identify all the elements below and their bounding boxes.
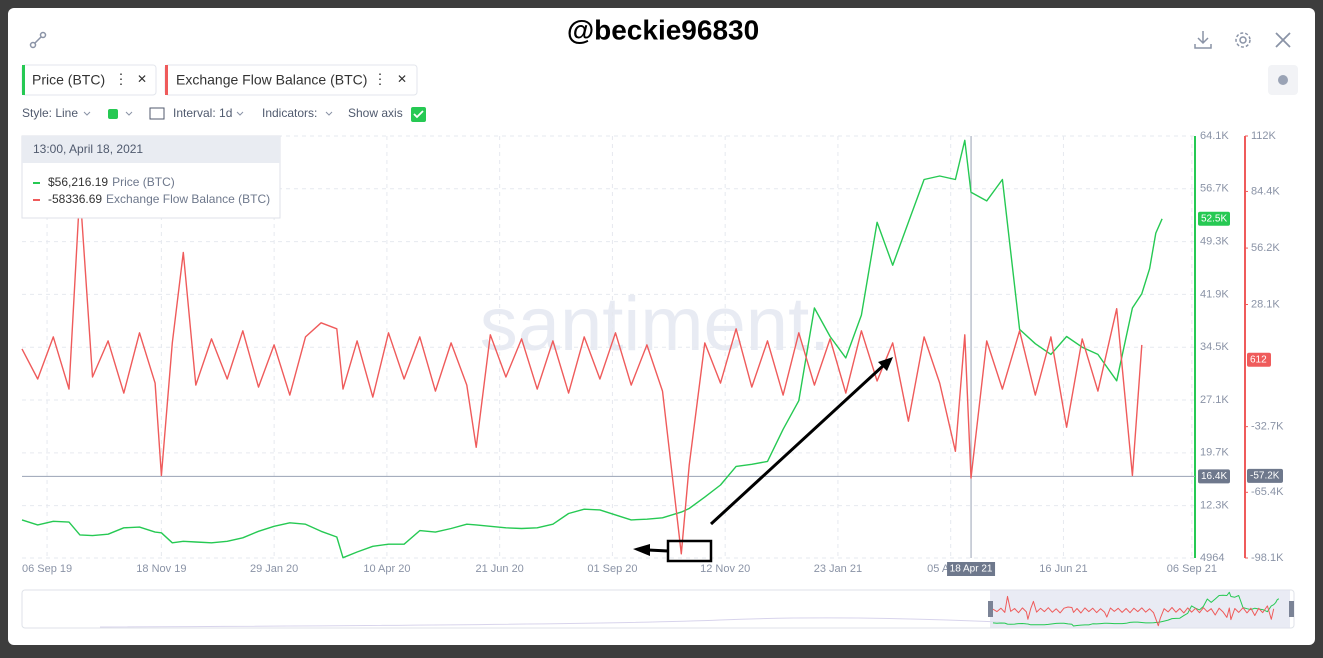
x-tick-label: 23 Jan 21 (814, 563, 862, 575)
y-tick-label: 12.3K (1200, 500, 1229, 512)
tooltip-swatch (33, 199, 40, 201)
interval-icon (149, 107, 165, 120)
y-tick-label: 41.9K (1200, 288, 1229, 300)
interval-select[interactable]: Interval: 1d (173, 106, 232, 120)
modal (8, 8, 1315, 645)
y2-tick-label: 28.1K (1251, 298, 1280, 310)
navigator-handle[interactable] (988, 601, 993, 617)
toggle-dot (1278, 75, 1288, 85)
chip-close[interactable]: ✕ (137, 72, 147, 86)
chevron (125, 111, 133, 116)
flow-last-label: 612 (1250, 354, 1267, 365)
download-icon[interactable] (1194, 31, 1212, 49)
y2-tick-label: -32.7K (1251, 421, 1284, 433)
chip-label: Price (BTC) (32, 72, 105, 88)
y-tick-label: 49.3K (1200, 236, 1229, 248)
flow-last-box (1247, 352, 1271, 367)
y2-tick-label: 56.2K (1251, 242, 1280, 254)
y-tick-label: 19.7K (1200, 447, 1229, 459)
y-tick-label: 27.1K (1200, 394, 1229, 406)
settings-icon[interactable] (1235, 32, 1251, 48)
color-select[interactable] (108, 109, 118, 119)
watermark: @beckie96830 (567, 14, 759, 45)
style-select[interactable]: Style: Line (22, 106, 78, 120)
close-icon[interactable] (1275, 32, 1291, 48)
y2-tick-label: -98.1K (1251, 552, 1284, 564)
y-tick-label: 64.1K (1200, 130, 1229, 142)
tooltip-series: Exchange Flow Balance (BTC) (106, 192, 270, 206)
y-tick-label: 4964 (1200, 552, 1224, 564)
crosshair-date-label: 18 Apr 21 (950, 564, 993, 575)
share-icon[interactable] (29, 31, 47, 49)
annotation (647, 362, 887, 563)
tooltip-swatch (33, 182, 40, 184)
tooltip-header (22, 136, 280, 163)
metric-chip[interactable]: Exchange Flow Balance (BTC) ⋮ ✕ (164, 64, 418, 96)
y2-tick-label: -65.4K (1251, 486, 1284, 498)
series-line (21, 189, 1143, 555)
series-line (21, 139, 1163, 559)
x-tick-label: 01 Sep 20 (587, 563, 637, 575)
y-tick-label: 34.5K (1200, 341, 1229, 353)
chip-menu[interactable]: ⋮ (373, 71, 387, 87)
tooltip-series: Price (BTC) (112, 175, 175, 189)
x-tick-label: 18 Nov 19 (136, 563, 186, 575)
chevron (325, 111, 333, 116)
y2-tick-label: 112K (1251, 130, 1277, 142)
metric-chip[interactable]: Price (BTC) ⋮ ✕ (21, 64, 157, 96)
show-axis-label: Show axis (348, 106, 403, 120)
plot-area: 06 Sep 19 18 Nov 19 29 Jan 20 10 Apr 20 21 J… (21, 130, 1284, 576)
tooltip-title: 13:00, April 18, 2021 (33, 142, 143, 156)
chip-close[interactable]: ✕ (397, 72, 407, 86)
series-line (992, 591, 1280, 627)
navigator-history (99, 617, 1001, 628)
chevron (83, 111, 91, 116)
indicators-select[interactable]: Indicators: (262, 106, 317, 120)
tooltip-value: -58336.69 (48, 192, 102, 206)
x-tick-label: 06 Sep 19 (22, 563, 72, 575)
crosshair-price-box (1198, 469, 1230, 484)
brand-watermark: santiment. (480, 282, 831, 367)
navigator-handle[interactable] (1289, 601, 1294, 617)
tooltip-value: $56,216.19 (48, 175, 108, 189)
crosshair-price-label: 16.4K (1201, 471, 1227, 482)
crosshair-flow-label: -57.2K (1250, 470, 1280, 481)
x-tick-label: 21 Jun 20 (475, 563, 523, 575)
y2-tick-label: 84.4K (1251, 185, 1280, 197)
price-last-label: 52.5K (1201, 213, 1227, 224)
x-tick-label: 12 Nov 20 (700, 563, 750, 575)
series-line (992, 595, 1275, 627)
y-tick-label: 56.7K (1200, 183, 1229, 195)
x-tick-label: 29 Jan 20 (250, 563, 298, 575)
arrow-head (878, 357, 893, 371)
x-tick-label: 06 Sep 21 (1167, 563, 1217, 575)
x-tick-label: 16 Jun 21 (1039, 563, 1087, 575)
navigator-lines (992, 591, 1280, 627)
chip-label: Exchange Flow Balance (BTC) (176, 72, 367, 88)
tooltip: 13:00, April 18, 2021 $56,216.19 Price (… (21, 135, 281, 219)
chip-menu[interactable]: ⋮ (114, 71, 128, 87)
crosshair-date-box (947, 562, 996, 576)
chevron (236, 111, 244, 116)
price-last-box (1198, 211, 1230, 226)
crosshair-flow-box (1247, 468, 1283, 483)
x-tick-label: 10 Apr 20 (363, 563, 410, 575)
checkmark (413, 110, 424, 119)
arrow-head (633, 544, 650, 556)
